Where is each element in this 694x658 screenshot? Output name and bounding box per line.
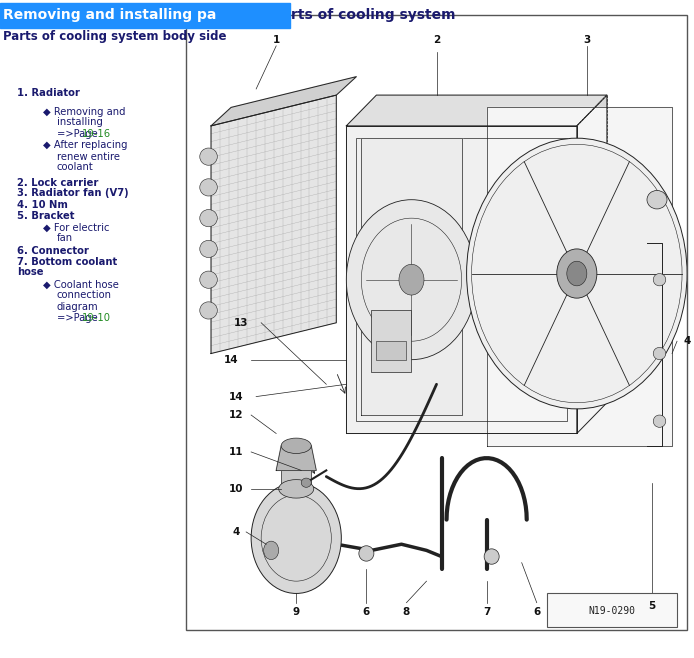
- Text: 5. Bracket: 5. Bracket: [17, 211, 75, 221]
- Text: 11: 11: [229, 447, 244, 457]
- Polygon shape: [346, 126, 577, 434]
- Bar: [547, 594, 677, 627]
- Polygon shape: [211, 95, 337, 353]
- Ellipse shape: [279, 480, 314, 498]
- Bar: [0, 3, 290, 28]
- Text: 4: 4: [684, 336, 691, 346]
- Text: ◆ Coolant hose: ◆ Coolant hose: [43, 280, 119, 290]
- Text: =>Page: =>Page: [57, 313, 101, 323]
- Ellipse shape: [200, 271, 217, 288]
- Bar: [376, 342, 407, 360]
- Text: =>Page: =>Page: [57, 128, 101, 139]
- Polygon shape: [211, 76, 356, 126]
- Ellipse shape: [647, 190, 667, 209]
- Polygon shape: [276, 446, 316, 470]
- Ellipse shape: [653, 347, 666, 360]
- Circle shape: [346, 199, 477, 360]
- Text: 4: 4: [232, 527, 240, 537]
- Text: 9: 9: [293, 607, 300, 617]
- Circle shape: [567, 261, 587, 286]
- Text: 7. Bottom coolant: 7. Bottom coolant: [17, 257, 117, 267]
- Text: renew entire: renew entire: [57, 151, 120, 162]
- Text: N19-0290: N19-0290: [589, 605, 636, 616]
- Text: 1. Radiator: 1. Radiator: [17, 88, 81, 99]
- Polygon shape: [577, 95, 607, 434]
- Text: hose: hose: [17, 267, 44, 278]
- Text: ◆ Removing and: ◆ Removing and: [43, 107, 126, 117]
- Ellipse shape: [301, 478, 311, 488]
- Text: 2. Lock carrier: 2. Lock carrier: [17, 178, 99, 188]
- Text: 13: 13: [234, 318, 248, 328]
- Circle shape: [466, 138, 687, 409]
- Circle shape: [251, 483, 341, 594]
- Text: Parts of cooling system body side: Parts of cooling system body side: [3, 30, 227, 43]
- Text: 19-16: 19-16: [82, 128, 111, 139]
- Text: ◆ After replacing: ◆ After replacing: [43, 140, 128, 151]
- Text: coolant: coolant: [57, 162, 94, 172]
- Text: rts of cooling system: rts of cooling system: [291, 8, 456, 22]
- Text: 6: 6: [533, 607, 541, 617]
- Text: connection: connection: [57, 290, 112, 301]
- Polygon shape: [486, 107, 672, 446]
- Ellipse shape: [281, 438, 311, 453]
- Text: fan: fan: [57, 233, 73, 243]
- Circle shape: [399, 265, 424, 295]
- Text: 4. 10 Nm: 4. 10 Nm: [17, 199, 68, 210]
- Text: 8: 8: [403, 607, 410, 617]
- Text: ◆ For electric: ◆ For electric: [43, 222, 110, 233]
- Circle shape: [264, 541, 279, 559]
- Text: 10: 10: [229, 484, 244, 494]
- Ellipse shape: [200, 302, 217, 319]
- Text: 3. Radiator fan (V7): 3. Radiator fan (V7): [17, 188, 129, 199]
- Text: 12: 12: [229, 410, 244, 420]
- Text: 2: 2: [433, 35, 440, 45]
- Text: 14: 14: [223, 355, 239, 365]
- Bar: [356, 138, 567, 421]
- Text: diagram: diagram: [57, 301, 99, 312]
- Text: 5: 5: [648, 601, 656, 611]
- Ellipse shape: [653, 415, 666, 427]
- Bar: [186, 15, 687, 630]
- Text: 6: 6: [363, 607, 370, 617]
- Text: 3: 3: [583, 35, 591, 45]
- Ellipse shape: [359, 545, 374, 561]
- Ellipse shape: [653, 274, 666, 286]
- Ellipse shape: [200, 148, 217, 165]
- Text: 14: 14: [229, 392, 244, 401]
- Ellipse shape: [200, 179, 217, 196]
- Ellipse shape: [484, 549, 499, 564]
- Text: installing: installing: [57, 117, 103, 128]
- Polygon shape: [346, 95, 607, 126]
- Text: Removing and installing pa: Removing and installing pa: [3, 8, 217, 22]
- Text: 7: 7: [483, 607, 491, 617]
- Polygon shape: [362, 138, 462, 415]
- Text: 1: 1: [273, 35, 280, 45]
- Ellipse shape: [200, 240, 217, 257]
- Bar: [371, 311, 412, 372]
- Bar: [281, 470, 311, 489]
- Ellipse shape: [200, 209, 217, 227]
- Circle shape: [557, 249, 597, 298]
- Text: 19-10: 19-10: [82, 313, 111, 323]
- Text: 6. Connector: 6. Connector: [17, 245, 90, 256]
